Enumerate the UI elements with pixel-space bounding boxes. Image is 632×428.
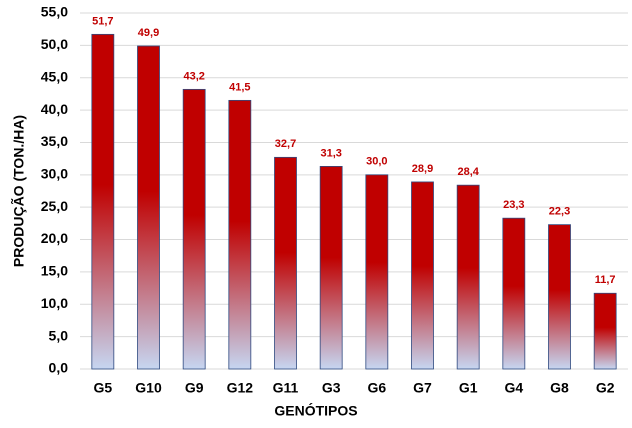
x-tick-label: G12 — [227, 380, 254, 396]
bar — [411, 181, 434, 370]
x-tick-label: G3 — [322, 380, 341, 396]
x-tick-label: G1 — [459, 380, 478, 396]
value-label: 28,9 — [412, 163, 433, 175]
bar — [319, 166, 343, 370]
value-label: 31,3 — [320, 147, 341, 159]
value-label: 41,5 — [229, 81, 250, 93]
y-tick-label: 0,0 — [49, 360, 69, 376]
y-axis-title: PRODUÇÃO (TON./HA) — [10, 115, 27, 267]
x-tick-label: G8 — [550, 380, 569, 396]
y-tick-label: 15,0 — [41, 263, 68, 279]
y-tick-label: 45,0 — [41, 68, 68, 84]
x-tick-label: G7 — [413, 380, 432, 396]
x-tick-label: G5 — [93, 380, 112, 396]
y-tick-label: 10,0 — [41, 295, 68, 311]
value-label: 22,3 — [549, 206, 570, 218]
value-label: 30,0 — [366, 156, 387, 168]
y-tick-label: 25,0 — [41, 198, 68, 214]
y-tick-label: 30,0 — [41, 166, 68, 182]
y-tick-label: 55,0 — [41, 4, 68, 20]
bar — [228, 99, 252, 370]
y-tick-label: 5,0 — [49, 327, 69, 343]
x-tick-label: G11 — [273, 380, 299, 396]
bar — [365, 174, 389, 370]
x-tick-label: G2 — [596, 380, 615, 396]
value-label: 43,2 — [183, 70, 204, 82]
bar — [593, 292, 617, 370]
x-axis-title: GENÓTIPOS — [274, 402, 357, 419]
x-tick-label: G4 — [504, 380, 523, 396]
y-tick-label: 50,0 — [41, 36, 68, 52]
bar — [274, 156, 297, 370]
x-tick-label: G6 — [367, 380, 386, 396]
value-label: 32,7 — [275, 138, 296, 150]
value-label: 49,9 — [138, 27, 159, 39]
value-label: 23,3 — [503, 199, 524, 211]
y-tick-label: 20,0 — [41, 230, 68, 246]
value-label: 11,7 — [595, 274, 616, 286]
bar — [456, 184, 480, 370]
bar — [502, 217, 526, 370]
bar — [182, 88, 206, 370]
x-tick-label: G9 — [185, 380, 204, 396]
value-label: 51,7 — [92, 15, 113, 27]
y-tick-label: 35,0 — [41, 133, 68, 149]
y-tick-label: 40,0 — [41, 101, 68, 117]
bar — [91, 33, 115, 370]
bar — [548, 224, 571, 370]
bar — [137, 45, 160, 370]
x-tick-label: G10 — [135, 380, 162, 396]
value-label: 28,4 — [457, 166, 479, 178]
